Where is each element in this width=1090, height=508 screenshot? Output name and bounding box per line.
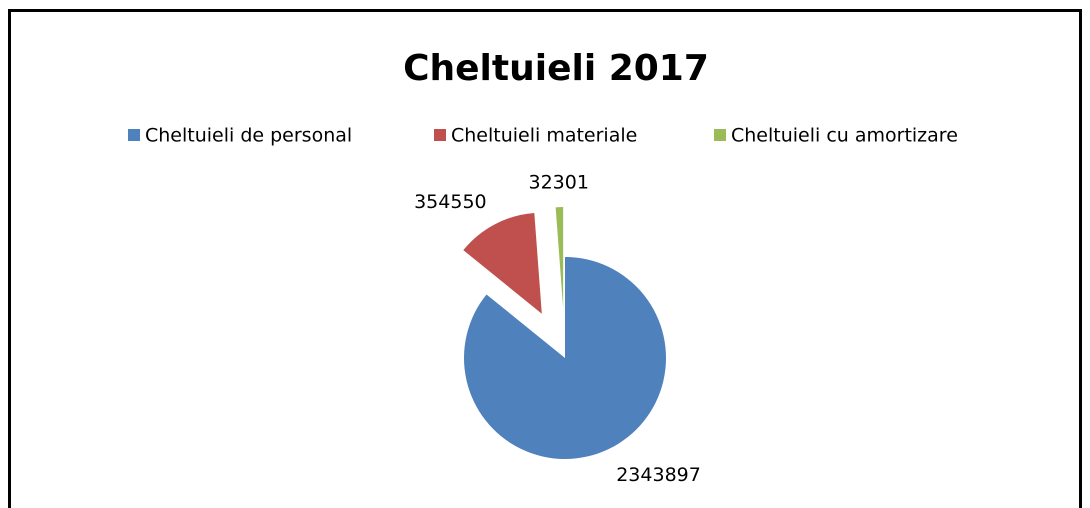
chart-title: Cheltuieli 2017 — [403, 48, 709, 89]
data-label: 2343897 — [616, 464, 701, 486]
legend-swatch — [128, 129, 140, 141]
chart-frame — [8, 9, 1082, 508]
legend-label: Cheltuieli de personal — [145, 125, 352, 147]
pie-slice — [463, 212, 542, 314]
legend-label: Cheltuieli materiale — [451, 125, 637, 147]
data-label: 354550 — [414, 191, 487, 213]
pie-slice — [555, 207, 564, 309]
data-label: 32301 — [528, 172, 588, 194]
legend-swatch — [434, 129, 446, 141]
legend-swatch — [714, 129, 726, 141]
legend-label: Cheltuieli cu amortizare — [731, 125, 958, 147]
pie-slice — [463, 257, 666, 460]
